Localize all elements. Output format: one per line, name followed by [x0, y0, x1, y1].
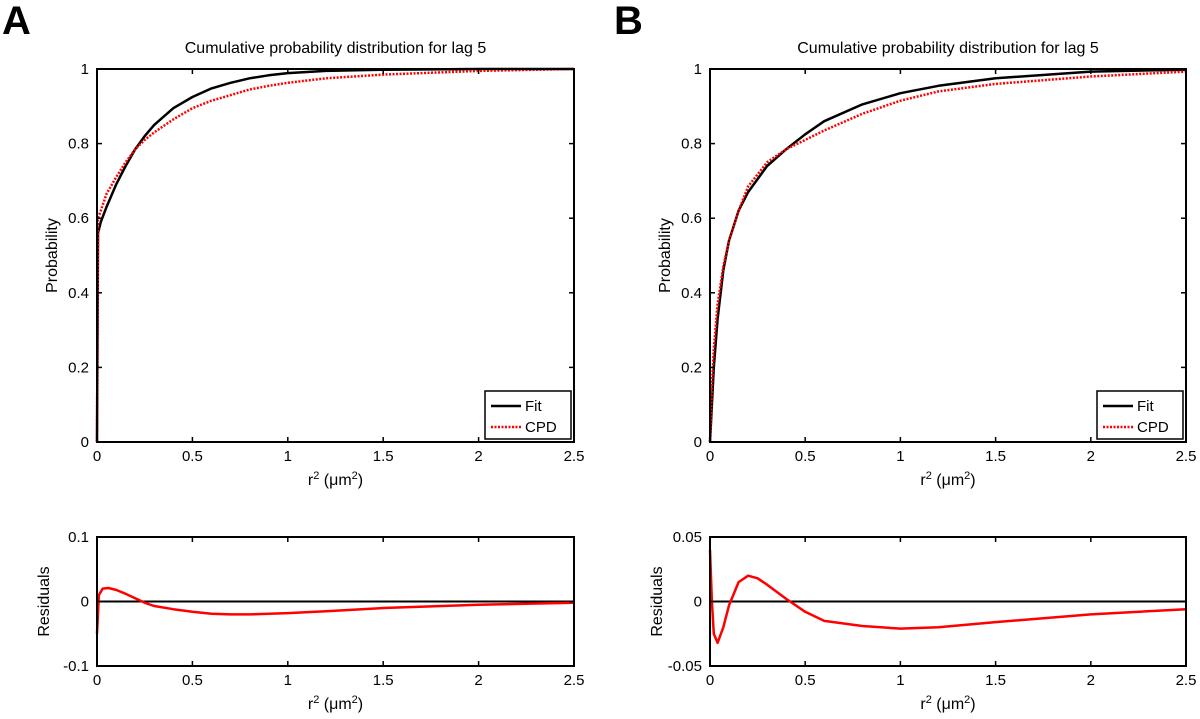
y-tick-label: 0.05	[673, 529, 702, 546]
chart-A-cpd: Cumulative probability distribution for …	[44, 40, 584, 489]
panel-letter-a: A	[2, 0, 31, 43]
x-tick-label: 2.5	[564, 448, 585, 465]
y-tick-label: 0.8	[68, 136, 89, 153]
legend-label-fit: Fit	[525, 398, 542, 415]
y-tick-label: 0	[81, 434, 89, 451]
x-tick-label: 1.5	[373, 672, 394, 689]
y-tick-label: 0	[694, 434, 702, 451]
y-tick-label: -0.1	[63, 658, 89, 675]
chart-B-cpd: Cumulative probability distribution for …	[657, 40, 1196, 489]
series-fit-line	[95, 67, 574, 443]
legend: Fit CPD	[484, 390, 572, 440]
y-tick-label: 0.8	[681, 136, 702, 153]
x-tick-label: 2	[474, 448, 482, 465]
y-tick-label: -0.05	[668, 658, 702, 675]
x-tick-label: 2	[474, 672, 482, 689]
y-tick-label: 0.1	[68, 529, 89, 546]
x-tick-label: 2	[1087, 672, 1095, 689]
x-tick-label: 2.5	[1176, 448, 1197, 465]
y-tick-label: 0.6	[681, 210, 702, 227]
axes-frame	[709, 68, 1187, 443]
y-tick-label: 0.6	[68, 210, 89, 227]
y-axis-label: Probability	[44, 218, 61, 293]
series-fit-line	[708, 68, 1187, 443]
x-axis-label: r2 (μm2)	[920, 694, 975, 713]
legend-label-cpd: CPD	[1137, 419, 1169, 436]
legend-box	[1096, 390, 1184, 440]
x-axis-label: r2 (μm2)	[920, 470, 975, 489]
panel-letter-b: B	[614, 0, 643, 43]
x-tick-label: 0.5	[795, 672, 816, 689]
x-tick-label: 1	[896, 672, 904, 689]
y-tick-label: 1	[694, 61, 702, 78]
x-tick-label: 0.5	[182, 672, 203, 689]
series-cpd-line	[95, 67, 575, 443]
y-axis-label: Residuals	[36, 566, 53, 636]
y-tick-label: 0.2	[68, 359, 89, 376]
y-tick-label: 0	[81, 594, 89, 611]
x-tick-label: 0	[706, 448, 714, 465]
x-tick-label: 0.5	[795, 448, 816, 465]
x-tick-label: 1	[284, 448, 292, 465]
x-tick-label: 0	[706, 672, 714, 689]
x-axis-label: r2 (μm2)	[308, 470, 363, 489]
x-axis-label: r2 (μm2)	[308, 694, 363, 713]
y-tick-label: 0.4	[681, 285, 702, 302]
x-tick-label: 0	[93, 448, 101, 465]
legend: Fit CPD	[1096, 390, 1184, 440]
y-tick-label: 1	[81, 61, 89, 78]
x-tick-label: 1	[896, 448, 904, 465]
x-tick-label: 0.5	[182, 448, 203, 465]
series-residuals-line	[95, 586, 575, 634]
legend-label-cpd: CPD	[525, 419, 557, 436]
x-tick-label: 1	[284, 672, 292, 689]
y-axis-label: Probability	[657, 218, 674, 293]
axes-frame	[96, 68, 575, 443]
x-tick-label: 2.5	[564, 672, 585, 689]
y-axis-label: Residuals	[649, 566, 666, 636]
x-tick-label: 1.5	[373, 448, 394, 465]
chart-A-res: 0 0.5 1 1.5 2 2.5-0.100.1r2 (μm2)Residuals	[36, 529, 584, 713]
y-tick-label: 0.4	[68, 285, 89, 302]
y-tick-label: 0	[694, 594, 702, 611]
legend-label-fit: Fit	[1137, 398, 1154, 415]
series-cpd-line	[708, 70, 1187, 443]
chart-title: Cumulative probability distribution for …	[185, 40, 487, 57]
legend-box	[484, 390, 572, 440]
series-residuals-line	[708, 549, 1187, 645]
y-tick-label: 0.2	[681, 359, 702, 376]
x-tick-label: 2	[1087, 448, 1095, 465]
chart-title: Cumulative probability distribution for …	[797, 40, 1099, 57]
x-tick-label: 2.5	[1176, 672, 1197, 689]
x-tick-label: 1.5	[985, 672, 1006, 689]
x-tick-label: 0	[93, 672, 101, 689]
axes-layer: Cumulative probability distribution for …	[36, 40, 1196, 713]
x-tick-label: 1.5	[985, 448, 1006, 465]
